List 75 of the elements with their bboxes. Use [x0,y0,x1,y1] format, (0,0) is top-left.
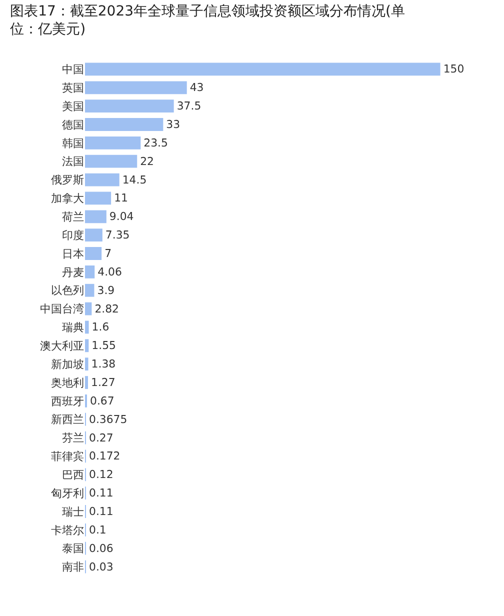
bar [85,136,141,150]
y-tick-label: 美国 [62,100,84,113]
bar [85,320,89,334]
y-tick-label: 加拿大 [51,192,84,206]
y-tick-label: 俄罗斯 [51,174,84,187]
y-tick-label: 中国台湾 [40,302,84,316]
data-label: 0.27 [89,431,114,444]
data-label: 0.11 [89,504,114,518]
data-label: 37.5 [176,100,202,113]
data-label: 3.9 [97,284,115,297]
bar [85,154,138,168]
y-tick-label: 中国 [62,63,84,76]
bar [85,81,187,94]
y-tick-label: 瑞士 [62,505,84,518]
y-tick-label: 泰国 [62,542,84,556]
data-label: 43 [190,81,204,94]
data-label: 2.82 [94,302,119,316]
data-label: 0.03 [89,560,114,574]
y-tick-label: 丹麦 [62,266,84,279]
data-label: 9.04 [109,210,134,224]
bar [85,358,88,371]
bar [85,376,88,389]
y-tick-label: 以色列 [51,284,84,298]
data-label: 1.27 [91,376,116,389]
bar [85,118,164,131]
y-tick-label: 法国 [62,155,84,168]
data-label: 11 [114,192,128,205]
data-label: 22 [140,154,154,168]
y-tick-label: 南非 [62,560,84,574]
y-tick-label: 卡塔尔 [51,524,84,537]
data-label: 14.5 [122,173,147,186]
data-label: 23.5 [144,136,168,150]
y-tick-label: 新西兰 [51,413,84,426]
y-tick-label: 韩国 [62,136,84,150]
data-label: 33 [166,118,180,131]
data-label: 1.38 [91,358,116,371]
bar [85,339,89,352]
bar [85,228,102,242]
data-label: 1.55 [92,339,116,352]
y-tick-label: 德国 [62,118,84,132]
data-label: 0.67 [90,394,114,408]
y-tick-label: 新加坡 [51,358,84,371]
bar [85,210,106,224]
data-label: 4.06 [98,265,122,278]
y-tick-label: 菲律宾 [51,450,84,464]
data-label: 0.06 [89,542,114,555]
data-label: 0.172 [89,450,120,463]
data-label: 0.1 [89,523,106,536]
data-label: 0.12 [89,468,114,482]
bar [85,247,102,260]
data-label: 7 [104,246,112,260]
bar [85,192,112,205]
y-tick-label: 瑞典 [62,321,84,334]
y-tick-label: 芬兰 [62,432,84,445]
bar [85,265,95,278]
chart-title: 图表17：截至2023年全球量子信息领域投资额区域分布情况(单位：亿美元) [10,3,405,38]
y-tick-label: 澳大利亚 [40,339,84,352]
data-label: 7.35 [105,228,130,242]
y-tick-label: 巴西 [62,468,84,482]
data-label: 0.11 [89,486,114,500]
y-tick-label: 印度 [62,228,84,242]
y-tick-label: 西班牙 [51,394,84,408]
y-tick-label: 奥地利 [51,376,84,390]
data-label: 150 [443,62,464,76]
data-label: 1.6 [92,320,110,334]
y-tick-label: 匈牙利 [51,486,84,500]
bar [85,173,120,186]
y-tick-label: 英国 [62,81,84,94]
y-tick-label: 荷兰 [62,210,84,224]
bar [85,62,440,76]
bar [85,302,92,316]
y-tick-label: 日本 [62,247,84,260]
bar [85,284,94,297]
bar [85,100,174,113]
data-label: 0.3675 [89,412,128,426]
